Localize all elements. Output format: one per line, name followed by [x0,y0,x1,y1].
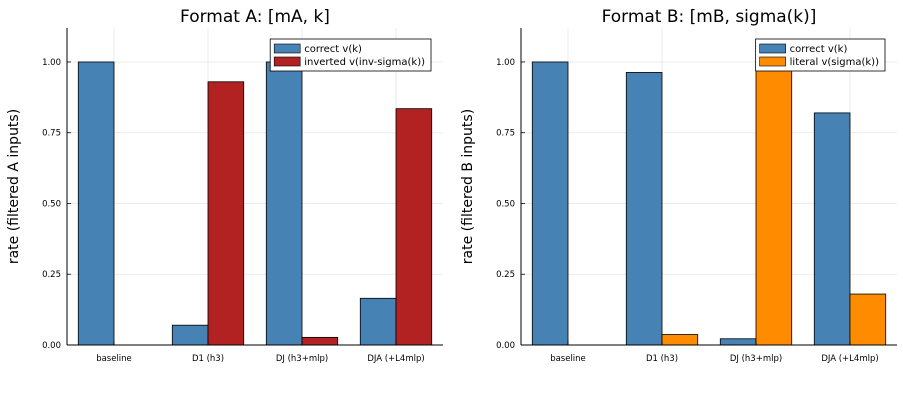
x-tick-label: DJA (+L4mlp) [367,354,424,364]
y-tick-label: 0.50 [42,199,61,209]
x-tick-label: D1 (h3) [192,354,224,364]
bar-series-2 [661,334,699,346]
y-axis-label: rate (filtered A inputs) [6,109,22,264]
legend-swatch [759,56,786,67]
legend: correct v(k) literal v(sigma(k)) [755,38,886,72]
bar-series-1 [77,61,115,346]
bar-series-1 [265,61,303,346]
legend-label: correct v(k) [304,44,362,55]
y-tick-label: 0.75 [496,129,515,139]
legend-swatch [273,56,301,67]
y-tick-label: 0.50 [496,199,515,209]
y-tick-label: 0.00 [496,341,515,351]
legend-label: literal v(sigma(k)) [790,57,879,68]
chart-panel-1: 0.00 0.25 0.50 0.75 1.00 baseline D1 (h3) DJ (h… [6,7,443,364]
bar-series-1 [171,324,209,346]
y-tick-label: 0.75 [42,129,61,139]
chart-panel-2: 0.00 0.25 0.50 0.75 1.00 baseline D1 (h3) DJ (h… [460,7,897,364]
bar-series-2 [755,67,793,346]
y-tick-label: 1.00 [42,58,61,68]
bar-series-1 [719,338,757,346]
x-tick-label: baseline [96,354,132,364]
x-tick-label: DJ (h3+mlp) [276,354,328,364]
legend-label: inverted v(inv-sigma(k)) [304,57,425,68]
bar-series-2 [301,336,339,346]
legend-swatch [273,43,301,54]
bar-series-1 [625,72,663,346]
x-tick-label: D1 (h3) [646,354,678,364]
y-tick-label: 0.25 [496,270,515,280]
x-tick-label: baseline [550,354,586,364]
legend-label: correct v(k) [790,44,848,55]
legend-swatch [759,43,786,54]
y-tick-label: 0.00 [42,341,61,351]
bar-series-1 [531,61,569,346]
bar-series-1 [359,297,397,346]
x-tick-label: DJA (+L4mlp) [821,354,878,364]
y-tick-label: 1.00 [496,58,515,68]
legend: correct v(k) inverted v(inv-sigma(k)) [269,38,432,72]
x-tick-label: DJ (h3+mlp) [730,354,782,364]
y-axis-label: rate (filtered B inputs) [460,109,476,264]
chart-title: Format B: [mB, sigma(k)] [602,7,817,27]
bar-series-2 [207,81,245,346]
bar-series-1 [813,112,851,346]
chart-title: Format A: [mA, k] [180,7,330,27]
y-tick-label: 0.25 [42,270,61,280]
bar-series-2 [849,293,887,346]
bar-series-2 [395,108,433,346]
